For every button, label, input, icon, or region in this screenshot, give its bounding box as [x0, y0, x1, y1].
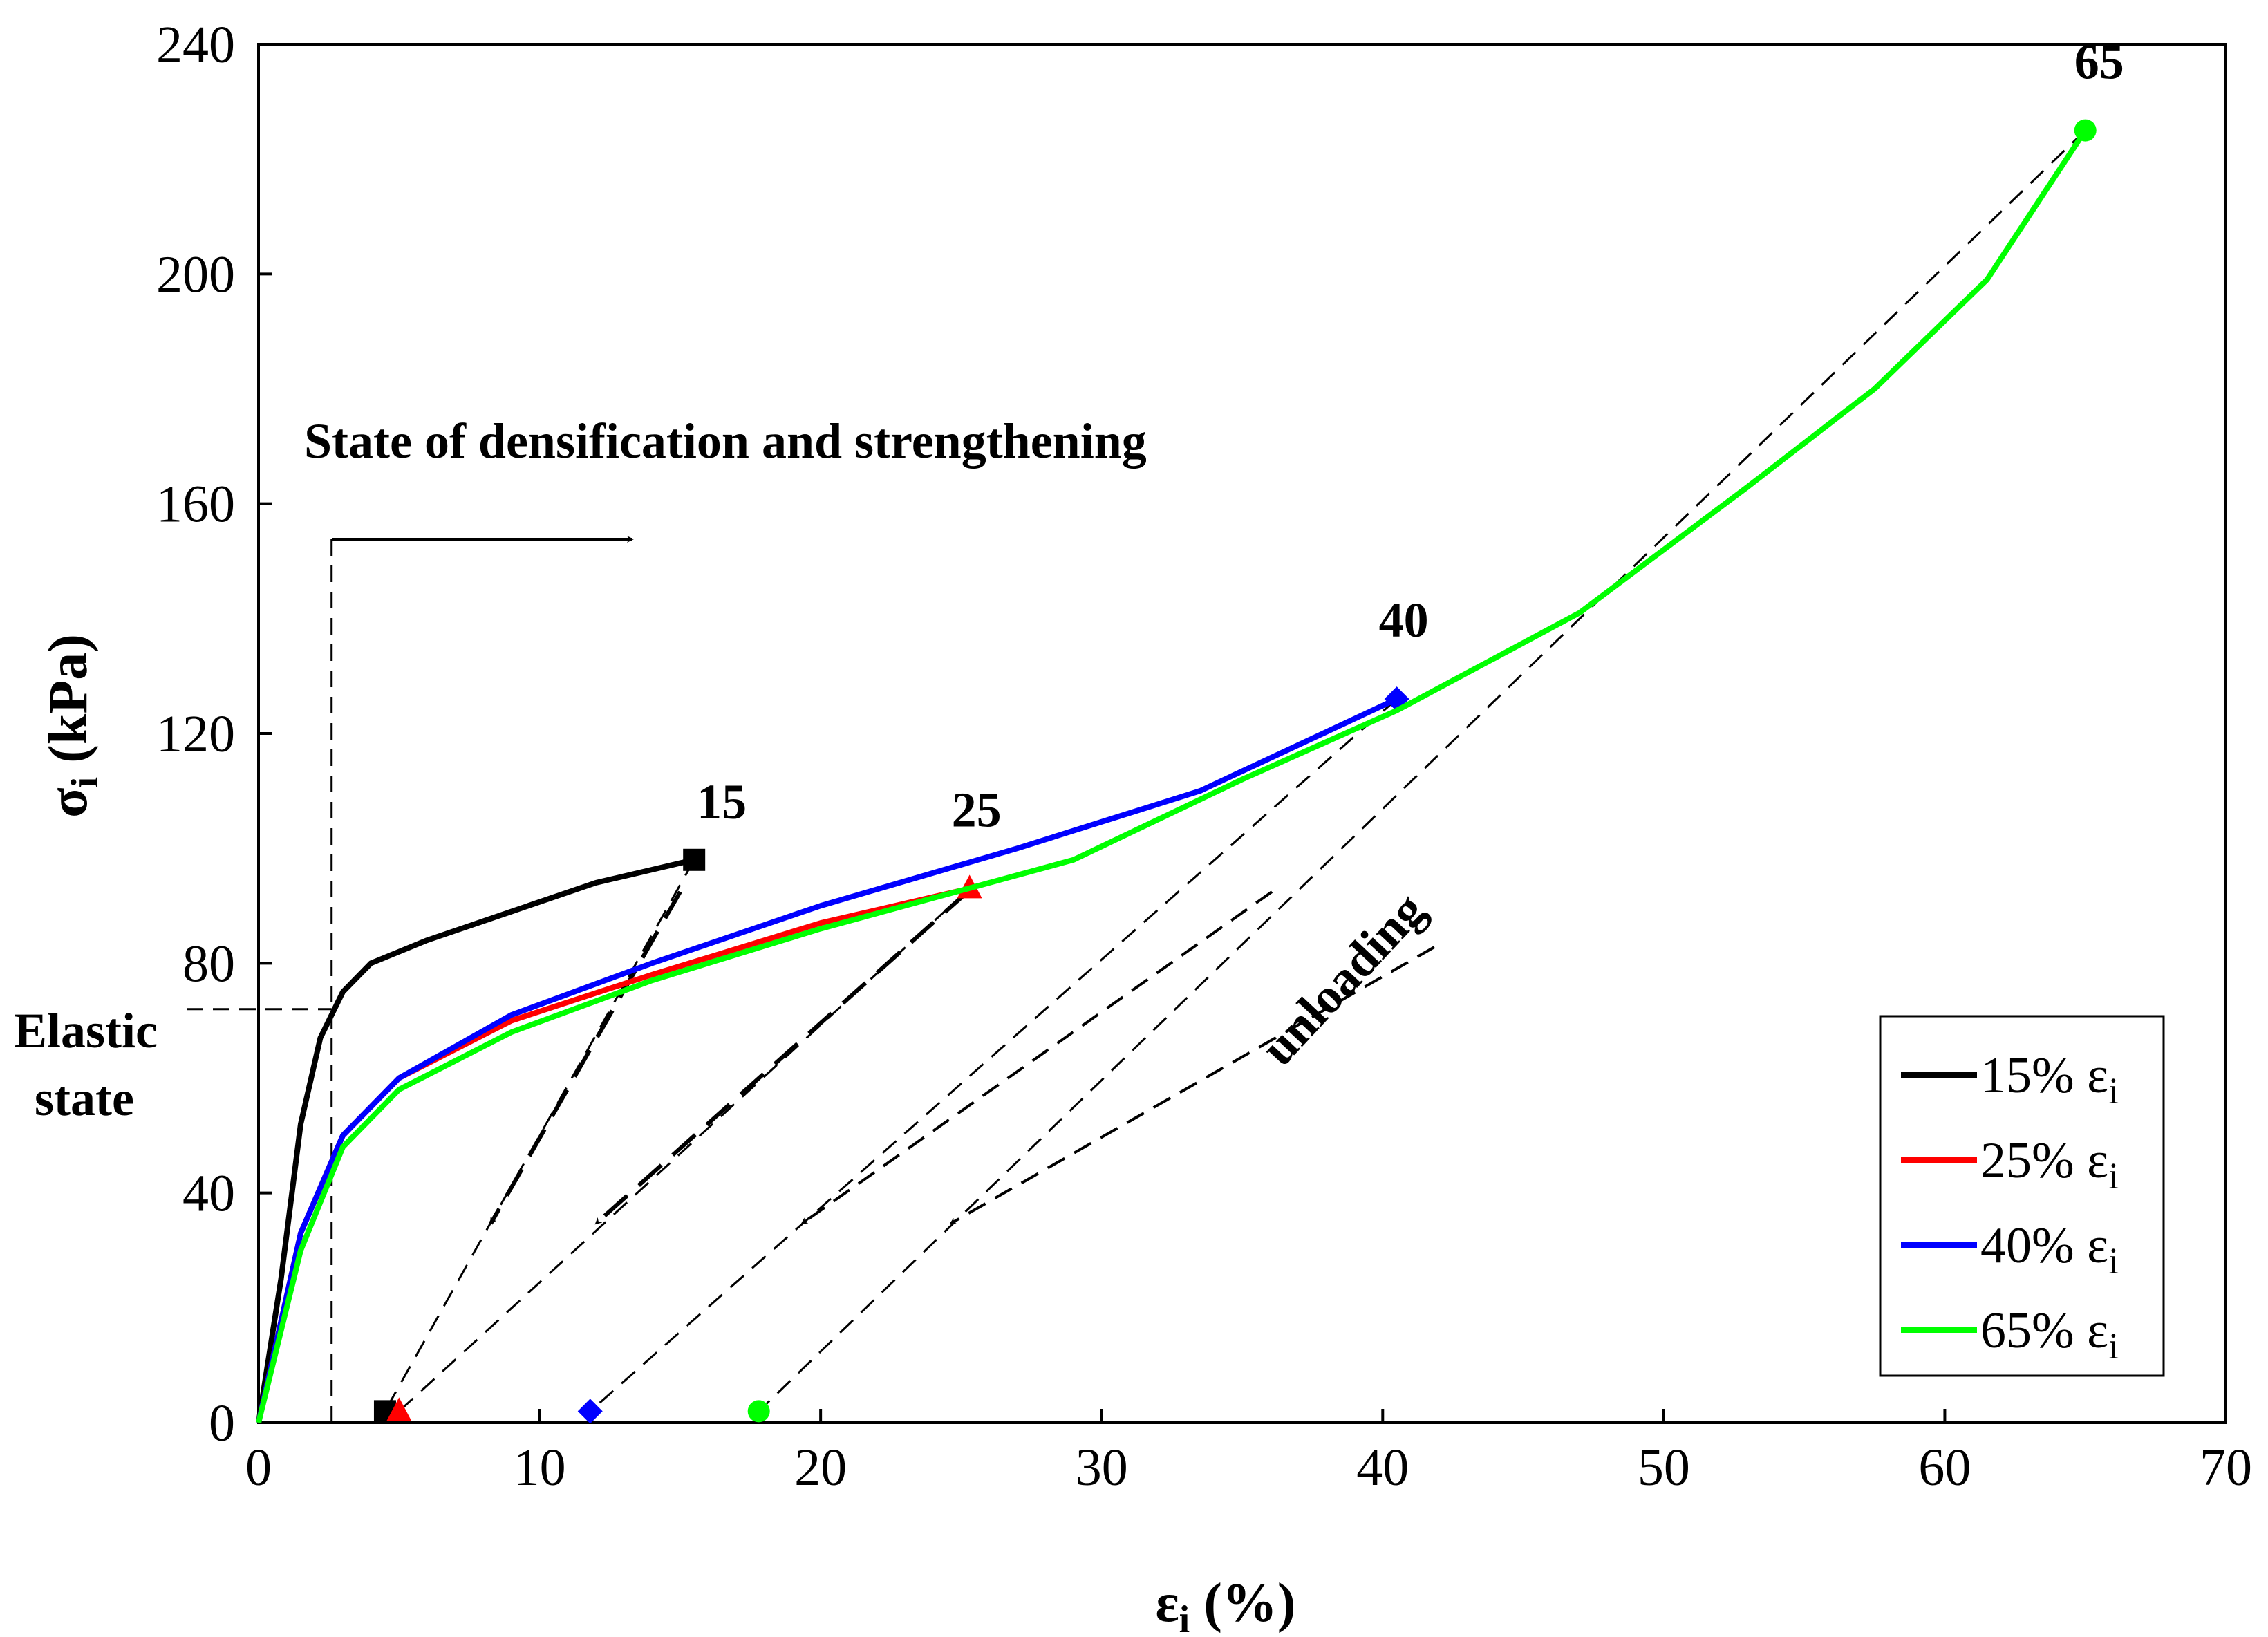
unloading-path-15 — [384, 859, 695, 1412]
peak-label-40: 40 — [1379, 592, 1429, 648]
legend-entry-15: 15% εi — [1901, 1047, 2119, 1112]
y-axis-subscript: i — [64, 777, 106, 788]
x-tick-label: 60 — [1918, 1439, 1971, 1497]
legend-label-25: 25% εi — [1980, 1132, 2119, 1197]
legend-label-40: 40% εi — [1980, 1217, 2119, 1282]
legend: 15% εi 25% εi 40% εi 65% εi — [1879, 1015, 2165, 1377]
legend-label-65: 65% εi — [1980, 1302, 2119, 1367]
series-line-15 — [256, 857, 695, 1423]
legend-label-15: 15% εi — [1980, 1047, 2119, 1112]
x-tick-label: 30 — [1076, 1439, 1128, 1497]
series-line-40 — [256, 696, 1398, 1423]
peak-label-65: 65 — [2074, 35, 2124, 90]
y-tick-label: 200 — [156, 245, 235, 303]
y-tick-label: 40 — [182, 1165, 235, 1223]
peak-marker-15 — [683, 848, 706, 871]
x-tick-label: 10 — [514, 1439, 566, 1497]
x-axis-unit: (%) — [1190, 1573, 1295, 1634]
x-tick-label: 70 — [2200, 1439, 2252, 1497]
unloading-path-25 — [398, 888, 971, 1412]
y-tick-label: 80 — [182, 935, 235, 993]
peak-label-15: 15 — [697, 774, 747, 830]
unloading-arrow — [489, 890, 682, 1225]
peak-label-25: 25 — [952, 782, 1002, 837]
legend-entry-40: 40% εi — [1901, 1217, 2119, 1282]
unloading-arrow — [949, 946, 1435, 1225]
series-line-65 — [256, 129, 2088, 1423]
unloading-label: unloading — [1250, 882, 1436, 1076]
legend-entry-25: 25% εi — [1901, 1132, 2119, 1197]
y-tick-label: 160 — [156, 476, 235, 534]
peak-marker-65 — [2074, 119, 2097, 142]
x-tick-label: 40 — [1356, 1439, 1409, 1497]
x-axis-subscript: i — [1179, 1598, 1190, 1637]
x-axis-title: εi (%) — [1155, 1573, 1295, 1637]
axes: 0 10 20 30 40 50 60 70 0 40 80 120 160 200 240 — [156, 16, 2252, 1497]
elastic-guides — [187, 539, 333, 1423]
unloading-arrow — [594, 890, 969, 1226]
y-tick-label: 120 — [156, 705, 235, 763]
unloading-path-40 — [589, 698, 1398, 1412]
x-tick-label: 0 — [245, 1439, 272, 1497]
x-tick-label: 50 — [1638, 1439, 1690, 1497]
elastic-label-line1: Elastic — [14, 1003, 158, 1058]
y-tick-label: 240 — [156, 16, 235, 74]
residual-marker-25 — [386, 1397, 412, 1421]
x-axis-symbol: ε — [1155, 1573, 1179, 1634]
y-axis-title: σi (kPa) — [38, 634, 106, 818]
residual-marker-40 — [577, 1399, 603, 1424]
y-tick-label: 0 — [209, 1394, 235, 1452]
residual-marker-65 — [747, 1400, 770, 1423]
densification-label: State of densification and strengthening — [304, 413, 1147, 469]
x-tick-label: 20 — [794, 1439, 847, 1497]
y-axis-unit: (kPa) — [38, 634, 99, 777]
unloading-path-65 — [758, 129, 2086, 1412]
unloading-arrow — [800, 890, 1273, 1225]
legend-entry-65: 65% εi — [1901, 1302, 2119, 1367]
y-axis-symbol: σ — [38, 787, 99, 818]
series: 15 25 40 65 — [256, 35, 2124, 1424]
unloading-arrows — [384, 129, 2086, 1412]
elastic-label-line2: state — [35, 1071, 134, 1126]
